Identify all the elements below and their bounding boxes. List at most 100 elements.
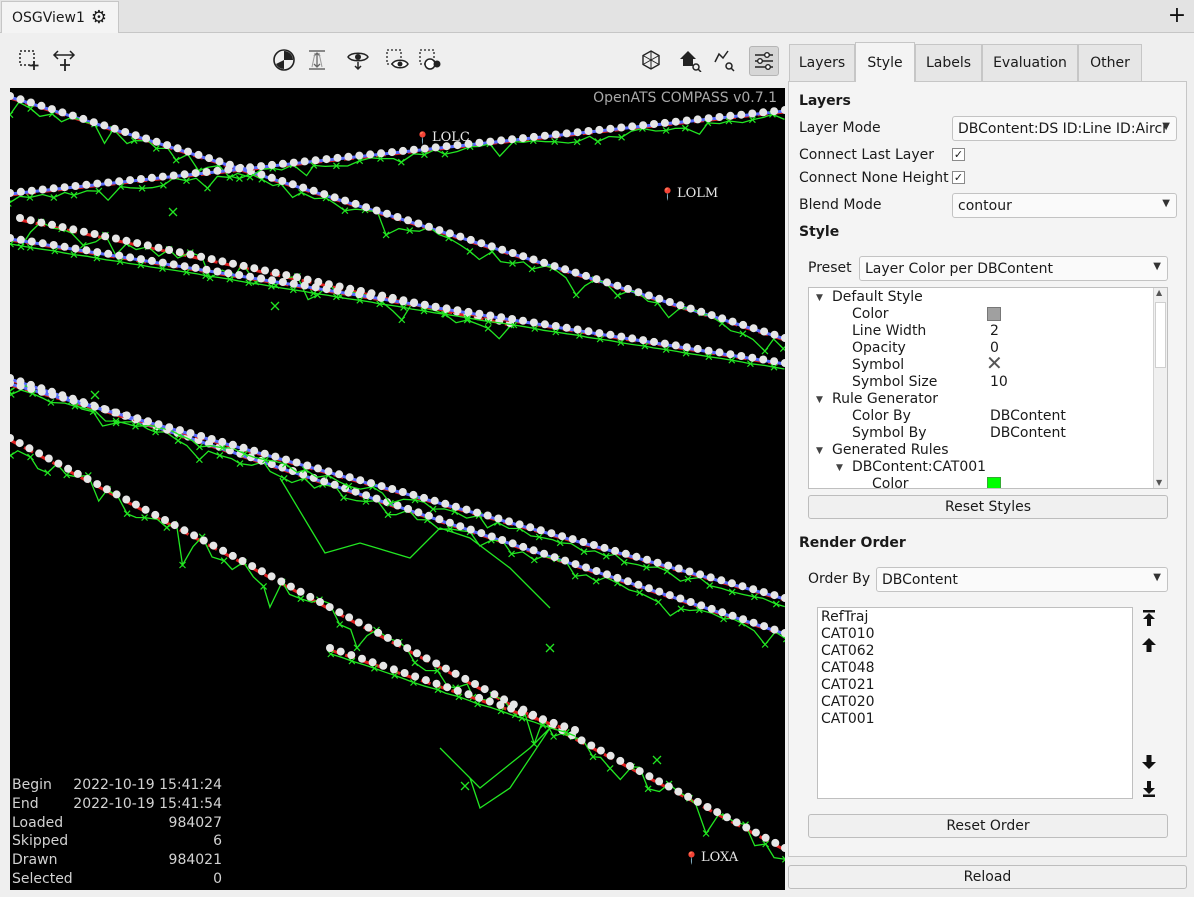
- track-point-dot: [498, 536, 507, 544]
- gear-icon[interactable]: ⚙: [90, 6, 108, 28]
- tree-rule-generator[interactable]: Rule Generator: [832, 391, 939, 407]
- tree-scrollbar[interactable]: ▲ ▼: [1153, 288, 1167, 488]
- tree-generated-rules[interactable]: Generated Rules: [832, 442, 949, 458]
- order-by-select[interactable]: DBContent ▼: [876, 567, 1168, 592]
- track-point-dot: [268, 276, 276, 285]
- track-point-dot: [442, 142, 451, 151]
- track-point-cross: [51, 247, 59, 255]
- blend-mode-select[interactable]: contour ▼: [952, 193, 1177, 218]
- default-color-swatch[interactable]: [987, 307, 1001, 321]
- track-point-cross: [152, 428, 160, 436]
- track-point-dot: [213, 267, 222, 276]
- reset-styles-button[interactable]: Reset Styles: [808, 495, 1168, 519]
- tab-style[interactable]: Style: [855, 42, 915, 82]
- tree-cat001-rule[interactable]: DBContent:CAT001: [852, 459, 987, 475]
- map-view[interactable]: OpenATS COMPASS v0.7.1 📍 LOLC 📍 LOLM 📍 L…: [10, 88, 785, 890]
- symbol-by-value[interactable]: DBContent: [990, 425, 1066, 441]
- preset-label: Preset: [808, 260, 852, 276]
- track-point-dot: [466, 235, 475, 244]
- track-point-dot: [451, 502, 460, 511]
- list-item[interactable]: CAT048: [821, 660, 875, 676]
- color-by-value[interactable]: DBContent: [990, 408, 1066, 424]
- stat-drawn: Drawn 984021: [12, 852, 222, 869]
- track-point-dot: [632, 552, 641, 561]
- list-item[interactable]: CAT062: [821, 643, 875, 659]
- tree-scrollbar-thumb[interactable]: [1155, 302, 1166, 368]
- track-point-cross: [677, 605, 685, 613]
- track-point-cross: [70, 191, 78, 199]
- tab-evaluation[interactable]: Evaluation: [982, 44, 1078, 82]
- track-point-dot: [617, 332, 626, 341]
- preset-select[interactable]: Layer Color per DBContent ▼: [859, 256, 1168, 281]
- view-points-icon[interactable]: [416, 46, 444, 74]
- list-item[interactable]: CAT020: [821, 694, 875, 710]
- tab-osgview1[interactable]: OSGView1 ⚙: [1, 1, 119, 33]
- select-rectangle-icon[interactable]: [15, 46, 43, 74]
- connect-none-height-checkbox[interactable]: ✓: [952, 171, 965, 184]
- select-add-icon[interactable]: [50, 46, 78, 74]
- expand-arrow-icon[interactable]: ▼: [816, 293, 823, 303]
- move-bottom-icon[interactable]: [1140, 780, 1158, 798]
- home-zoom-icon[interactable]: [676, 46, 704, 74]
- cat001-color-swatch[interactable]: [987, 477, 1001, 488]
- track-point-dot: [38, 185, 47, 194]
- add-view-icon[interactable]: +: [1167, 3, 1187, 28]
- track-point-dot: [613, 573, 622, 582]
- track-point-cross: [706, 582, 714, 590]
- track-point-cross: [183, 177, 190, 185]
- eye-download-icon[interactable]: [344, 46, 372, 74]
- scroll-down-icon[interactable]: ▼: [1156, 478, 1163, 487]
- track-point-dot: [671, 117, 680, 126]
- reset-order-button[interactable]: Reset Order: [808, 814, 1168, 838]
- view-selection-icon[interactable]: [383, 46, 411, 74]
- scroll-up-icon[interactable]: ▲: [1156, 288, 1163, 297]
- render-order-list[interactable]: RefTraj CAT010 CAT062 CAT048 CAT021 CAT0…: [817, 607, 1133, 799]
- connect-last-layer-checkbox[interactable]: ✓: [952, 148, 965, 161]
- track-point-dot: [35, 449, 44, 458]
- track-point-dot: [299, 470, 308, 479]
- tab-other[interactable]: Other: [1078, 44, 1142, 82]
- symbol-size-value[interactable]: 10: [990, 374, 1008, 390]
- track-point-dot: [102, 485, 111, 494]
- move-up-icon[interactable]: [1140, 636, 1158, 654]
- track-point-dot: [571, 268, 580, 277]
- track-point-dot: [186, 250, 195, 259]
- track-point-cross: [539, 721, 547, 729]
- zoom-data-icon[interactable]: [710, 46, 738, 74]
- line-width-value[interactable]: 2: [990, 323, 999, 339]
- track-point-cross: [341, 207, 349, 215]
- track-point-cross: [596, 335, 604, 343]
- settings-sliders-icon[interactable]: [749, 46, 779, 76]
- track-point-cross: [484, 324, 492, 332]
- list-item[interactable]: RefTraj: [821, 609, 869, 625]
- track-point-dot: [362, 491, 371, 500]
- cross-symbol-icon[interactable]: ✕: [986, 351, 1003, 375]
- tab-layers[interactable]: Layers: [789, 44, 855, 82]
- track-point-dot: [770, 107, 779, 116]
- height-filter-icon[interactable]: [303, 46, 331, 74]
- track-point-dot: [771, 838, 780, 847]
- track-point-cross: [159, 265, 166, 273]
- style-tree[interactable]: ▼ Default Style Color Line Width 2 Opaci…: [808, 287, 1168, 489]
- move-top-icon[interactable]: [1140, 609, 1158, 627]
- track-point-dot: [218, 437, 227, 446]
- expand-arrow-icon[interactable]: ▼: [816, 446, 823, 456]
- tree-default-style[interactable]: Default Style: [832, 289, 923, 305]
- expand-arrow-icon[interactable]: ▼: [816, 395, 823, 405]
- stray-cross: [460, 781, 470, 791]
- layer-mode-select[interactable]: DBContent:DS ID:Line ID:Aircr ▼: [952, 116, 1177, 141]
- list-item[interactable]: CAT001: [821, 711, 875, 727]
- track-point-dot: [93, 179, 102, 188]
- move-down-icon[interactable]: [1140, 753, 1158, 771]
- list-item[interactable]: CAT010: [821, 626, 875, 642]
- list-item[interactable]: CAT021: [821, 677, 875, 693]
- tab-labels[interactable]: Labels: [915, 44, 982, 82]
- track-point-cross: [681, 124, 689, 132]
- opacity-value[interactable]: 0: [990, 340, 999, 356]
- track-point-dot: [239, 261, 248, 270]
- time-filter-icon[interactable]: [270, 46, 298, 74]
- track-point-dot: [551, 130, 560, 139]
- expand-arrow-icon[interactable]: ▼: [836, 463, 843, 473]
- 3d-view-icon[interactable]: [637, 46, 665, 74]
- reload-button[interactable]: Reload: [788, 865, 1187, 889]
